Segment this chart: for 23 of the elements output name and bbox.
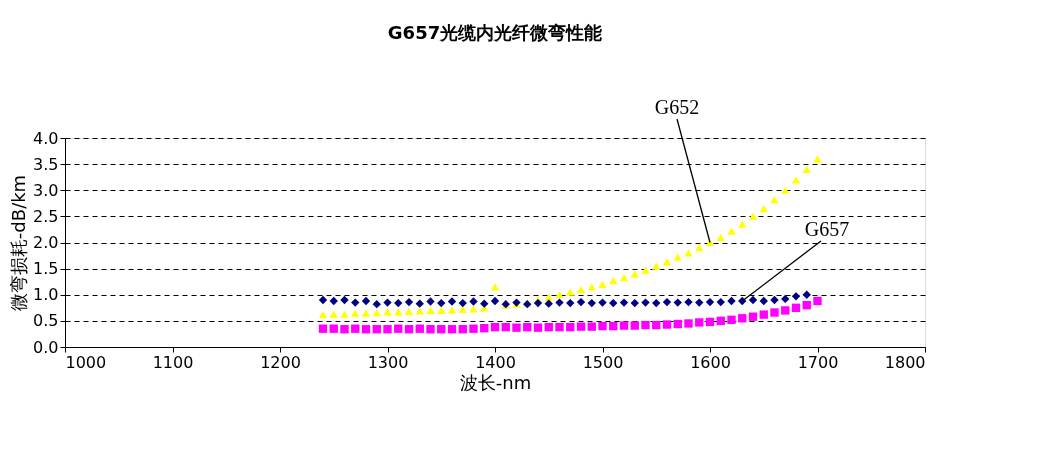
x-tick-label: 1700	[797, 352, 839, 372]
y-tick-label: 1.5	[33, 259, 59, 279]
x-tick-label: 1200	[260, 352, 301, 372]
x-tick-label: 1600	[690, 352, 731, 372]
annotation: G657	[804, 218, 850, 240]
x-tick-label: 1500	[582, 352, 624, 372]
x-tick-label: 1100	[152, 352, 194, 372]
y-tick-label: 2.5	[33, 206, 59, 226]
x-axis-title: 波长-nm	[459, 371, 532, 393]
y-axis-title: 微弯损耗-dB/km	[8, 174, 30, 312]
chart-title: G657光缆内光纤微弯性能	[387, 22, 603, 43]
x-tick-label: 1000	[65, 352, 107, 372]
y-tick-label: 0.5	[33, 311, 59, 331]
y-tick-label: 4.0	[33, 128, 59, 148]
x-tick-label: 1800	[884, 352, 926, 372]
y-tick-label: 1.0	[33, 285, 59, 305]
x-tick-label: 1300	[367, 352, 409, 372]
annotation: G652	[654, 96, 700, 118]
y-tick-label: 3.0	[33, 180, 59, 200]
x-tick-label: 1400	[475, 352, 516, 372]
y-tick-label: 0.0	[33, 337, 59, 357]
y-tick-label: 3.5	[33, 154, 59, 174]
y-tick-label: 2.0	[33, 233, 59, 252]
